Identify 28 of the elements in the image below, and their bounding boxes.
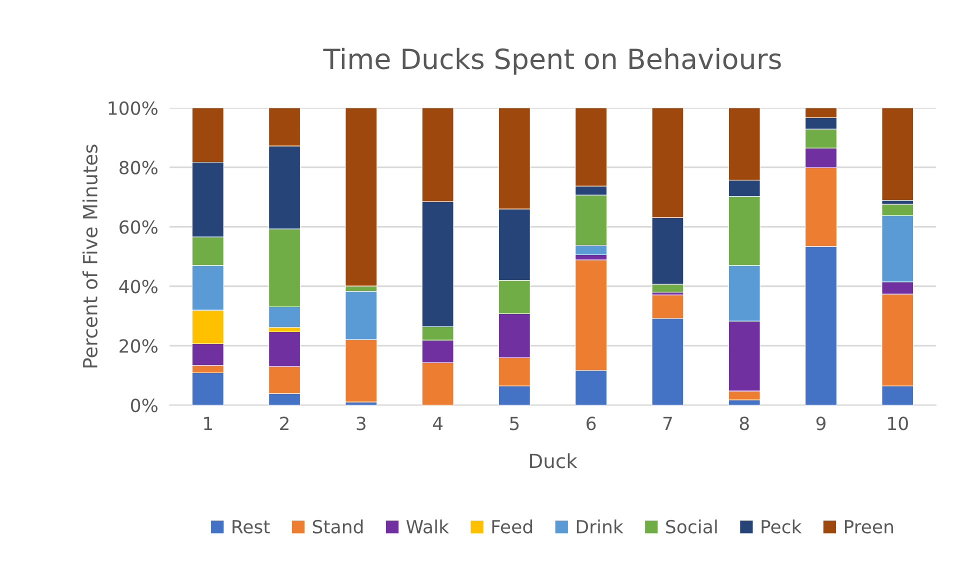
legend-label: Stand [312,520,363,534]
x-tick-label: 10 [888,416,908,430]
legend-label: Rest [232,520,270,534]
y-axis-title: Percent of Five Minutes [82,144,98,368]
x-tick-label: 6 [586,416,596,430]
x-axis-title: Duck [530,453,578,468]
legend-label: Social [666,520,717,534]
legend-label: Drink [576,520,624,534]
x-tick-label: 3 [356,416,366,430]
x-tick-label: 7 [663,416,672,430]
y-tick-label: 60% [120,220,158,234]
y-tick-label: 0% [131,398,158,412]
y-tick-label: 100% [108,101,158,115]
legend-label: Preen [845,520,893,534]
x-tick-label: 4 [432,416,443,430]
bar [882,108,914,201]
y-tick-label: 80% [120,160,158,174]
y-tick-label: 20% [120,339,158,353]
x-tick-label: 1 [204,416,212,430]
x-tick-label: 2 [280,416,288,430]
x-tick-label: 9 [816,416,826,430]
x-tick-label: 8 [740,416,749,430]
y-tick-label: 40% [119,280,158,294]
legend-label: Walk [406,520,449,534]
legend-label: Feed [492,520,532,534]
x-tick-label: 5 [510,416,519,430]
legend-label: Peck [762,520,802,534]
chart-title: Time Ducks Spent on Behaviours [323,48,781,75]
